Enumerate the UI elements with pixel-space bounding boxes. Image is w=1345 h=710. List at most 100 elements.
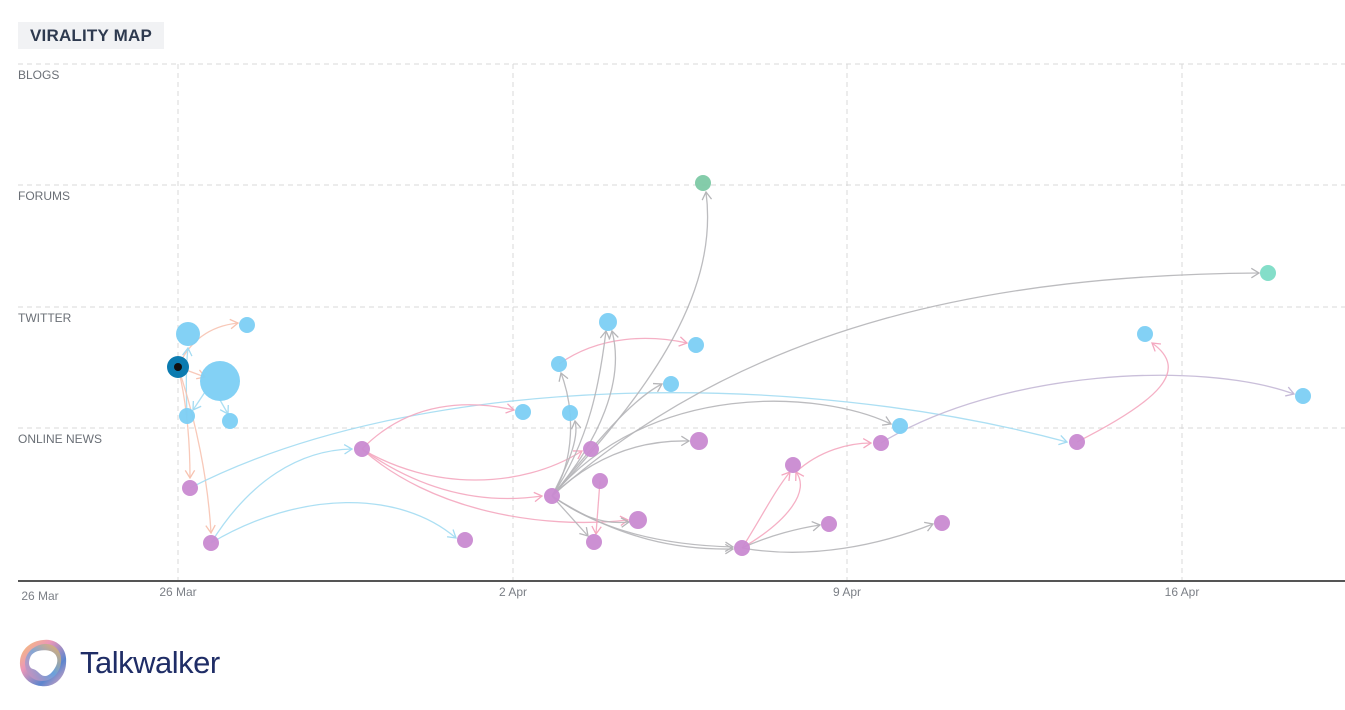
mention-node-n7[interactable] — [586, 534, 602, 550]
arrow-head-icon — [446, 529, 457, 539]
propagation-edge — [210, 448, 353, 544]
row-label-forums: FORUMS — [18, 189, 70, 203]
arrow-head-icon — [205, 524, 216, 535]
mention-node-n6[interactable] — [592, 473, 608, 489]
arrow-head-icon — [924, 521, 935, 532]
mention-node-t12[interactable] — [892, 418, 908, 434]
row-label-online-news: ONLINE NEWS — [18, 432, 103, 446]
propagation-edge — [361, 404, 515, 450]
mention-node-n14[interactable] — [934, 515, 950, 531]
arrow-head-icon — [881, 416, 893, 426]
propagation-edge — [185, 347, 189, 417]
row-label-blogs: BLOGS — [18, 68, 60, 82]
arrow-head-icon — [652, 382, 664, 393]
propagation-edge — [551, 495, 589, 537]
arrow-head-icon — [505, 403, 516, 414]
propagation-edge — [741, 471, 801, 549]
propagation-edge — [210, 501, 457, 544]
talkwalker-logo-text: Talkwalker — [80, 645, 220, 680]
arrow-head-icon — [1285, 386, 1296, 397]
propagation-edge — [551, 383, 663, 497]
mention-node-t14[interactable] — [1295, 388, 1311, 404]
mention-node-t4[interactable] — [179, 408, 195, 424]
arrow-head-icon — [579, 527, 589, 537]
mention-node-n8[interactable] — [629, 511, 647, 529]
arrow-head-icon — [1058, 435, 1069, 446]
propagation-edge — [551, 272, 1260, 497]
propagation-edge — [361, 448, 543, 500]
mention-node-n4[interactable] — [457, 532, 473, 548]
mention-node-n11[interactable] — [785, 457, 801, 473]
mention-node-t2[interactable] — [239, 317, 255, 333]
arrow-head-icon — [343, 444, 354, 455]
x-tick-label-26-mar: 26 Mar — [159, 585, 197, 599]
arrow-head-icon — [811, 520, 822, 532]
mention-node-n9[interactable] — [690, 432, 708, 450]
mention-node-t13[interactable] — [1137, 326, 1153, 342]
x-tick-label-start: 26 Mar — [21, 589, 59, 603]
arrow-head-icon — [182, 346, 193, 357]
mention-node-t3[interactable] — [200, 361, 240, 401]
propagation-edge — [551, 420, 577, 497]
arrow-head-icon — [570, 419, 582, 430]
arrow-head-icon — [591, 525, 602, 536]
edge-layer — [177, 190, 1296, 555]
mention-node-f1[interactable] — [695, 175, 711, 191]
mention-node-n3[interactable] — [354, 441, 370, 457]
mention-node-n13[interactable] — [873, 435, 889, 451]
mention-node-t7[interactable] — [551, 356, 567, 372]
arrow-head-icon — [184, 469, 196, 480]
propagation-edge — [551, 495, 734, 548]
propagation-edge — [361, 448, 583, 481]
arrow-head-icon — [229, 318, 240, 330]
mention-node-t9[interactable] — [599, 313, 617, 331]
mention-node-n5[interactable] — [583, 441, 599, 457]
talkwalker-logo: Talkwalker — [16, 636, 220, 690]
propagation-edge — [558, 337, 688, 365]
propagation-edge — [551, 330, 607, 497]
origin-marker-icon — [174, 363, 182, 371]
arrow-head-icon — [862, 437, 873, 449]
propagation-edge — [361, 448, 629, 524]
arrow-head-icon — [701, 190, 713, 201]
mention-node-t8[interactable] — [562, 405, 578, 421]
arrow-head-icon — [724, 541, 735, 553]
propagation-edge — [219, 399, 229, 415]
mention-node-n2[interactable] — [203, 535, 219, 551]
propagation-edge — [177, 366, 212, 534]
mention-node-n12[interactable] — [821, 516, 837, 532]
mention-node-b1[interactable] — [1260, 265, 1276, 281]
arrow-head-icon — [619, 515, 630, 526]
row-label-twitter: TWITTER — [18, 311, 72, 325]
mention-node-t1[interactable] — [176, 322, 200, 346]
propagation-edge — [741, 523, 934, 553]
mention-node-t6[interactable] — [515, 404, 531, 420]
arrow-head-icon — [724, 543, 735, 555]
arrow-head-icon — [1250, 267, 1261, 279]
x-tick-label-2-apr: 2 Apr — [498, 585, 528, 599]
mention-node-t10[interactable] — [663, 376, 679, 392]
chart-title-box: VIRALITY MAP — [18, 22, 165, 49]
x-tick-label-9-apr: 9 Apr — [832, 585, 862, 599]
propagation-edge — [1076, 342, 1169, 443]
propagation-edge — [192, 391, 206, 411]
arrow-head-icon — [192, 400, 202, 412]
arrow-head-icon — [572, 450, 584, 460]
chart-title: VIRALITY MAP — [30, 25, 153, 45]
x-tick-label-16-apr: 16 Apr — [1164, 585, 1200, 599]
talkwalker-logo-icon — [19, 639, 67, 687]
mention-node-n10[interactable] — [734, 540, 750, 556]
arrow-head-icon — [678, 336, 689, 347]
mention-node-t11[interactable] — [688, 337, 704, 353]
arrow-head-icon — [608, 329, 619, 340]
mention-node-t5[interactable] — [222, 413, 238, 429]
arrow-head-icon — [620, 517, 631, 528]
arrow-head-icon — [599, 329, 611, 340]
arrow-head-icon — [558, 371, 569, 382]
propagation-edge — [795, 442, 872, 473]
mention-node-hub[interactable] — [544, 488, 560, 504]
arrow-head-icon — [1151, 342, 1162, 352]
mention-node-n15[interactable] — [1069, 434, 1085, 450]
mention-node-n1[interactable] — [182, 480, 198, 496]
